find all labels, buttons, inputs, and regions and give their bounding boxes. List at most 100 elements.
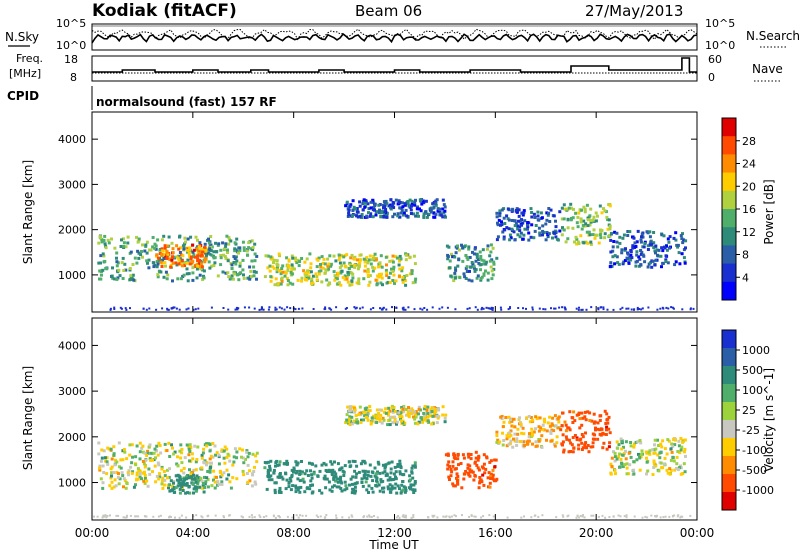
power-data-cell <box>224 244 228 248</box>
vel-data-cell <box>348 405 352 409</box>
power-data-cell <box>680 237 684 241</box>
power-data-cell <box>160 238 164 242</box>
power-data-cell <box>345 200 349 204</box>
power-data-cell <box>202 274 205 278</box>
power-data-cell <box>637 255 641 259</box>
power-data-cell <box>171 251 175 255</box>
vel-data-cell <box>278 488 282 492</box>
power-data-cell <box>397 200 401 204</box>
power-cbar-swatch <box>722 281 736 301</box>
power-data-cell <box>453 271 457 275</box>
vel-data-cell <box>550 428 554 432</box>
vel-data-cell <box>196 482 200 486</box>
vel-data-cell <box>138 441 142 445</box>
power-data-cell <box>208 252 212 256</box>
vel-data-cell <box>352 488 356 492</box>
power-data-cell <box>208 247 212 251</box>
vel-data-cell <box>637 452 640 456</box>
power-data-cell <box>682 248 686 252</box>
power-data-cell <box>254 270 258 274</box>
power-data-cell <box>227 308 230 311</box>
power-data-cell <box>546 235 550 239</box>
power-data-cell <box>472 266 476 270</box>
vel-data-cell <box>416 422 420 426</box>
power-data-cell <box>178 234 182 238</box>
power-data-cell <box>651 259 655 263</box>
power-data-cell <box>295 261 299 265</box>
power-data-cell <box>479 278 483 282</box>
power-data-cell <box>354 307 357 310</box>
power-data-cell <box>434 201 438 205</box>
power-data-cell <box>199 267 203 271</box>
power-data-cell <box>188 246 192 250</box>
vel-data-cell <box>290 468 294 472</box>
power-data-cell <box>538 231 542 235</box>
vel-data-cell <box>620 440 624 444</box>
power-data-cell <box>622 260 626 264</box>
vel-data-cell <box>661 439 665 443</box>
vel-data-cell <box>561 514 564 517</box>
power-data-cell <box>373 266 377 270</box>
vel-data-cell <box>513 439 517 443</box>
power-data-cell <box>618 241 622 245</box>
power-data-cell <box>545 211 549 215</box>
power-data-cell <box>199 262 203 266</box>
power-data-cell <box>460 243 463 247</box>
x-tick-label: 04:00 <box>176 526 211 540</box>
vel-data-cell <box>585 446 589 450</box>
power-data-cell <box>467 245 471 249</box>
power-data-cell <box>193 255 197 259</box>
power-yticks-tick-label: 2000 <box>58 224 86 237</box>
power-data-cell <box>424 210 428 214</box>
power-data-cell <box>414 214 418 218</box>
vel-data-cell <box>431 407 435 411</box>
vel-data-cell <box>480 516 483 519</box>
vel-data-cell <box>138 475 142 479</box>
vel-data-cell <box>348 423 352 427</box>
vel-data-cell <box>349 408 353 412</box>
power-data-cell <box>398 254 402 258</box>
power-data-cell <box>446 306 449 309</box>
power-data-cell <box>159 260 163 264</box>
power-data-cell <box>99 261 102 265</box>
vel-data-cell <box>580 433 584 436</box>
power-data-cell <box>609 231 613 235</box>
power-data-cell <box>613 230 617 234</box>
vel-data-cell <box>318 489 322 493</box>
power-data-cell <box>137 256 141 260</box>
vel-data-cell <box>396 484 400 488</box>
vel-data-cell <box>198 485 202 489</box>
power-data-cell <box>500 208 504 212</box>
vel-data-cell <box>546 421 550 425</box>
power-data-cell <box>225 234 229 238</box>
power-data-cell <box>665 248 669 252</box>
power-data-cell <box>475 252 479 256</box>
power-data-cell <box>403 202 407 206</box>
x-tick-label: 08:00 <box>276 526 311 540</box>
vel-data-cell <box>146 451 150 455</box>
vel-data-cell <box>209 454 213 458</box>
power-data-cell <box>488 307 491 310</box>
power-data-cell <box>194 308 197 311</box>
power-data-cell <box>467 247 471 251</box>
power-data-cell <box>197 262 201 266</box>
vel-data-cell <box>190 477 194 481</box>
vel-data-cell <box>353 482 357 486</box>
power-data-cell <box>246 253 250 257</box>
vel-data-cell <box>96 515 99 518</box>
power-data-cell <box>600 306 603 309</box>
vel-data-cell <box>206 485 210 489</box>
vel-data-cell <box>468 464 472 468</box>
vel-data-cell <box>202 447 206 451</box>
x-tick-label: 20:00 <box>579 526 614 540</box>
vel-data-cell <box>213 480 217 484</box>
vel-data-cell <box>485 455 489 459</box>
vel-data-cell <box>487 471 491 475</box>
power-data-cell <box>655 248 659 252</box>
power-data-cell <box>171 279 174 283</box>
vel-data-cell <box>455 472 459 476</box>
vel-data-cell <box>646 469 650 473</box>
vel-data-cell <box>142 479 146 483</box>
power-data-cell <box>324 268 328 272</box>
vel-data-cell <box>324 516 327 519</box>
